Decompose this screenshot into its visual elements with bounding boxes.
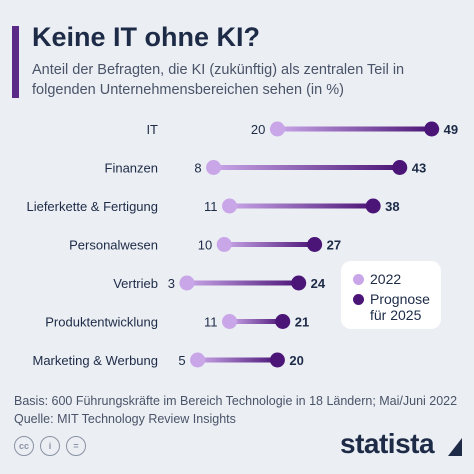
- value-label-2022-personalwesen: 10: [198, 238, 212, 253]
- legend-item-2025: Prognose für 2025: [353, 291, 430, 323]
- connector-personalwesen: [224, 242, 315, 247]
- category-label-lieferkette-fertigung: Lieferkette & Fertigung: [26, 199, 158, 214]
- dot-2022-personalwesen: [216, 237, 232, 252]
- dot-2025-lieferkette-fertigung: [365, 198, 381, 214]
- value-label-2025-lieferkette-fertigung: 38: [385, 199, 399, 214]
- value-label-2025-produktentwicklung: 21: [295, 315, 309, 330]
- connector-produktentwicklung: [229, 319, 283, 324]
- connector-vertrieb: [186, 280, 299, 286]
- chart-subtitle: Anteil der Befragten, die KI (zukünftig)…: [32, 62, 405, 98]
- dot-2025-marketing-werbung: [269, 352, 285, 368]
- dot-2025-finanzen: [392, 160, 408, 175]
- category-label-vertrieb: Vertrieb: [113, 276, 158, 291]
- legend-label-2022: 2022: [370, 271, 402, 287]
- value-label-2025-it: 49: [444, 122, 458, 137]
- dot-2025-vertrieb: [291, 275, 307, 291]
- attribution-icon[interactable]: i: [40, 436, 60, 456]
- creative-commons-icon[interactable]: cc: [14, 436, 34, 456]
- category-label-finanzen: Finanzen: [105, 161, 158, 176]
- category-label-it: IT: [146, 122, 158, 137]
- value-label-2025-personalwesen: 27: [327, 238, 341, 253]
- statista-logo-mark-icon: [448, 438, 462, 456]
- legend-marker-2025: [353, 294, 364, 305]
- title-accent-bar: [12, 26, 19, 98]
- dot-2022-marketing-werbung: [190, 352, 206, 368]
- legend: 2022 Prognose für 2025: [341, 261, 441, 329]
- footnote: Basis: 600 Führungskräfte im Bereich Tec…: [14, 392, 464, 428]
- value-label-2022-produktentwicklung: 11: [204, 315, 218, 330]
- connector-marketing-werbung: [197, 357, 278, 363]
- dot-2022-it: [269, 121, 285, 137]
- connector-it: [277, 126, 432, 132]
- dot-2022-finanzen: [206, 160, 222, 175]
- value-label-2022-lieferkette-fertigung: 11: [204, 199, 218, 214]
- connector-finanzen: [213, 165, 400, 170]
- legend-label-2025-line1: Prognose: [370, 291, 430, 307]
- statista-logo[interactable]: statista: [340, 428, 435, 459]
- category-label-marketing-werbung: Marketing & Werbung: [33, 353, 159, 368]
- dot-2025-personalwesen: [307, 237, 323, 252]
- legend-label-2025-line2: für 2025: [370, 307, 422, 323]
- value-label-2025-finanzen: 43: [412, 161, 426, 176]
- legend-item-2022: 2022: [353, 271, 401, 287]
- dot-2025-it: [424, 121, 440, 137]
- dot-2025-produktentwicklung: [275, 314, 291, 329]
- connector-lieferkette-fertigung: [229, 203, 374, 209]
- value-label-2025-marketing-werbung: 20: [289, 353, 303, 368]
- legend-marker-2022: [353, 274, 364, 285]
- value-label-2022-marketing-werbung: 5: [178, 353, 185, 368]
- value-label-2022-it: 20: [251, 122, 265, 137]
- dot-2022-lieferkette-fertigung: [222, 198, 238, 214]
- no-derivatives-icon[interactable]: =: [66, 436, 86, 456]
- dot-2022-produktentwicklung: [222, 314, 238, 329]
- value-label-2022-finanzen: 8: [194, 161, 201, 176]
- footnote-source: Quelle: MIT Technology Review Insights: [14, 412, 236, 426]
- category-label-personalwesen: Personalwesen: [69, 238, 158, 253]
- footnote-basis: Basis: 600 Führungskräfte im Bereich Tec…: [14, 394, 458, 408]
- dot-2022-vertrieb: [179, 275, 195, 291]
- license-icons: cc i =: [14, 436, 86, 456]
- value-label-2025-vertrieb: 24: [311, 276, 326, 291]
- category-label-produktentwicklung: Produktentwicklung: [45, 315, 158, 330]
- value-label-2022-vertrieb: 3: [168, 276, 175, 291]
- chart-title: Keine IT ohne KI?: [32, 22, 261, 52]
